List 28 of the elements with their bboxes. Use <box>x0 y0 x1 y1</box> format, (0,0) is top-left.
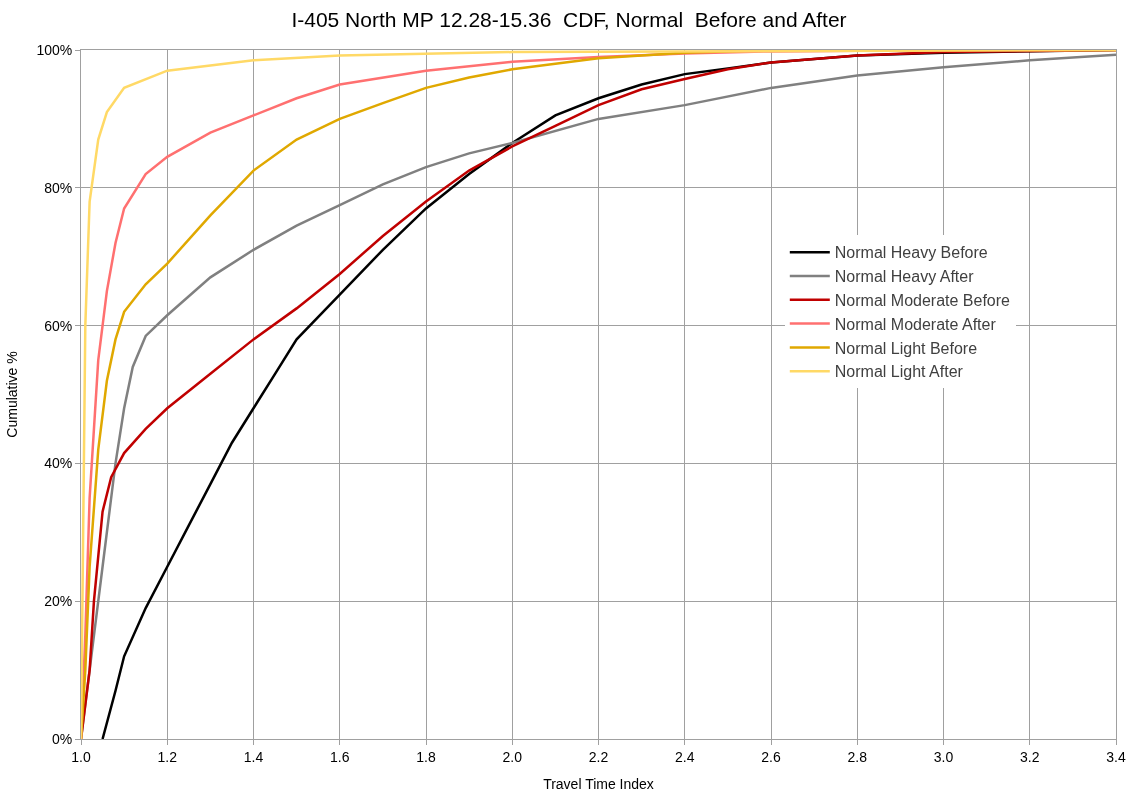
x-axis-title: Travel Time Index <box>543 776 654 793</box>
x-tick-label: 1.0 <box>71 748 91 765</box>
legend-label: Normal Light Before <box>834 339 978 357</box>
legend-label: Normal Moderate After <box>834 315 997 333</box>
x-tick-label: 3.4 <box>1106 748 1126 765</box>
y-tick-label: 60% <box>44 317 73 334</box>
x-tick-label: 2.8 <box>847 748 868 765</box>
y-tick-label: 0% <box>51 730 73 747</box>
x-tick-label: 1.2 <box>157 748 178 765</box>
x-tick-label: 2.6 <box>761 748 781 765</box>
x-tick-label: 2.4 <box>675 748 695 765</box>
x-tick-label: 1.8 <box>416 748 436 765</box>
legend-label: Normal Heavy After <box>834 268 975 286</box>
y-axis-title: Cumulative % <box>3 351 20 438</box>
legend-label: Normal Moderate Before <box>834 292 1011 310</box>
x-tick-label: 3.0 <box>933 748 954 765</box>
y-tick-label: 40% <box>44 455 73 472</box>
x-tick-label: 1.4 <box>243 748 264 765</box>
y-tick-label: 20% <box>44 593 73 610</box>
chart-title: I-405 North MP 12.28-15.36 CDF, Normal Before and After <box>291 7 847 31</box>
legend-label: Normal Heavy Before <box>834 244 988 262</box>
x-tick-label: 2.2 <box>588 748 609 765</box>
x-tick-label: 1.6 <box>330 748 350 765</box>
y-tick-label: 80% <box>44 179 73 196</box>
y-tick-label: 100% <box>36 41 73 58</box>
x-tick-label: 2.0 <box>502 748 523 765</box>
x-tick-label: 3.2 <box>1020 748 1040 765</box>
legend-label: Normal Light After <box>834 363 964 381</box>
